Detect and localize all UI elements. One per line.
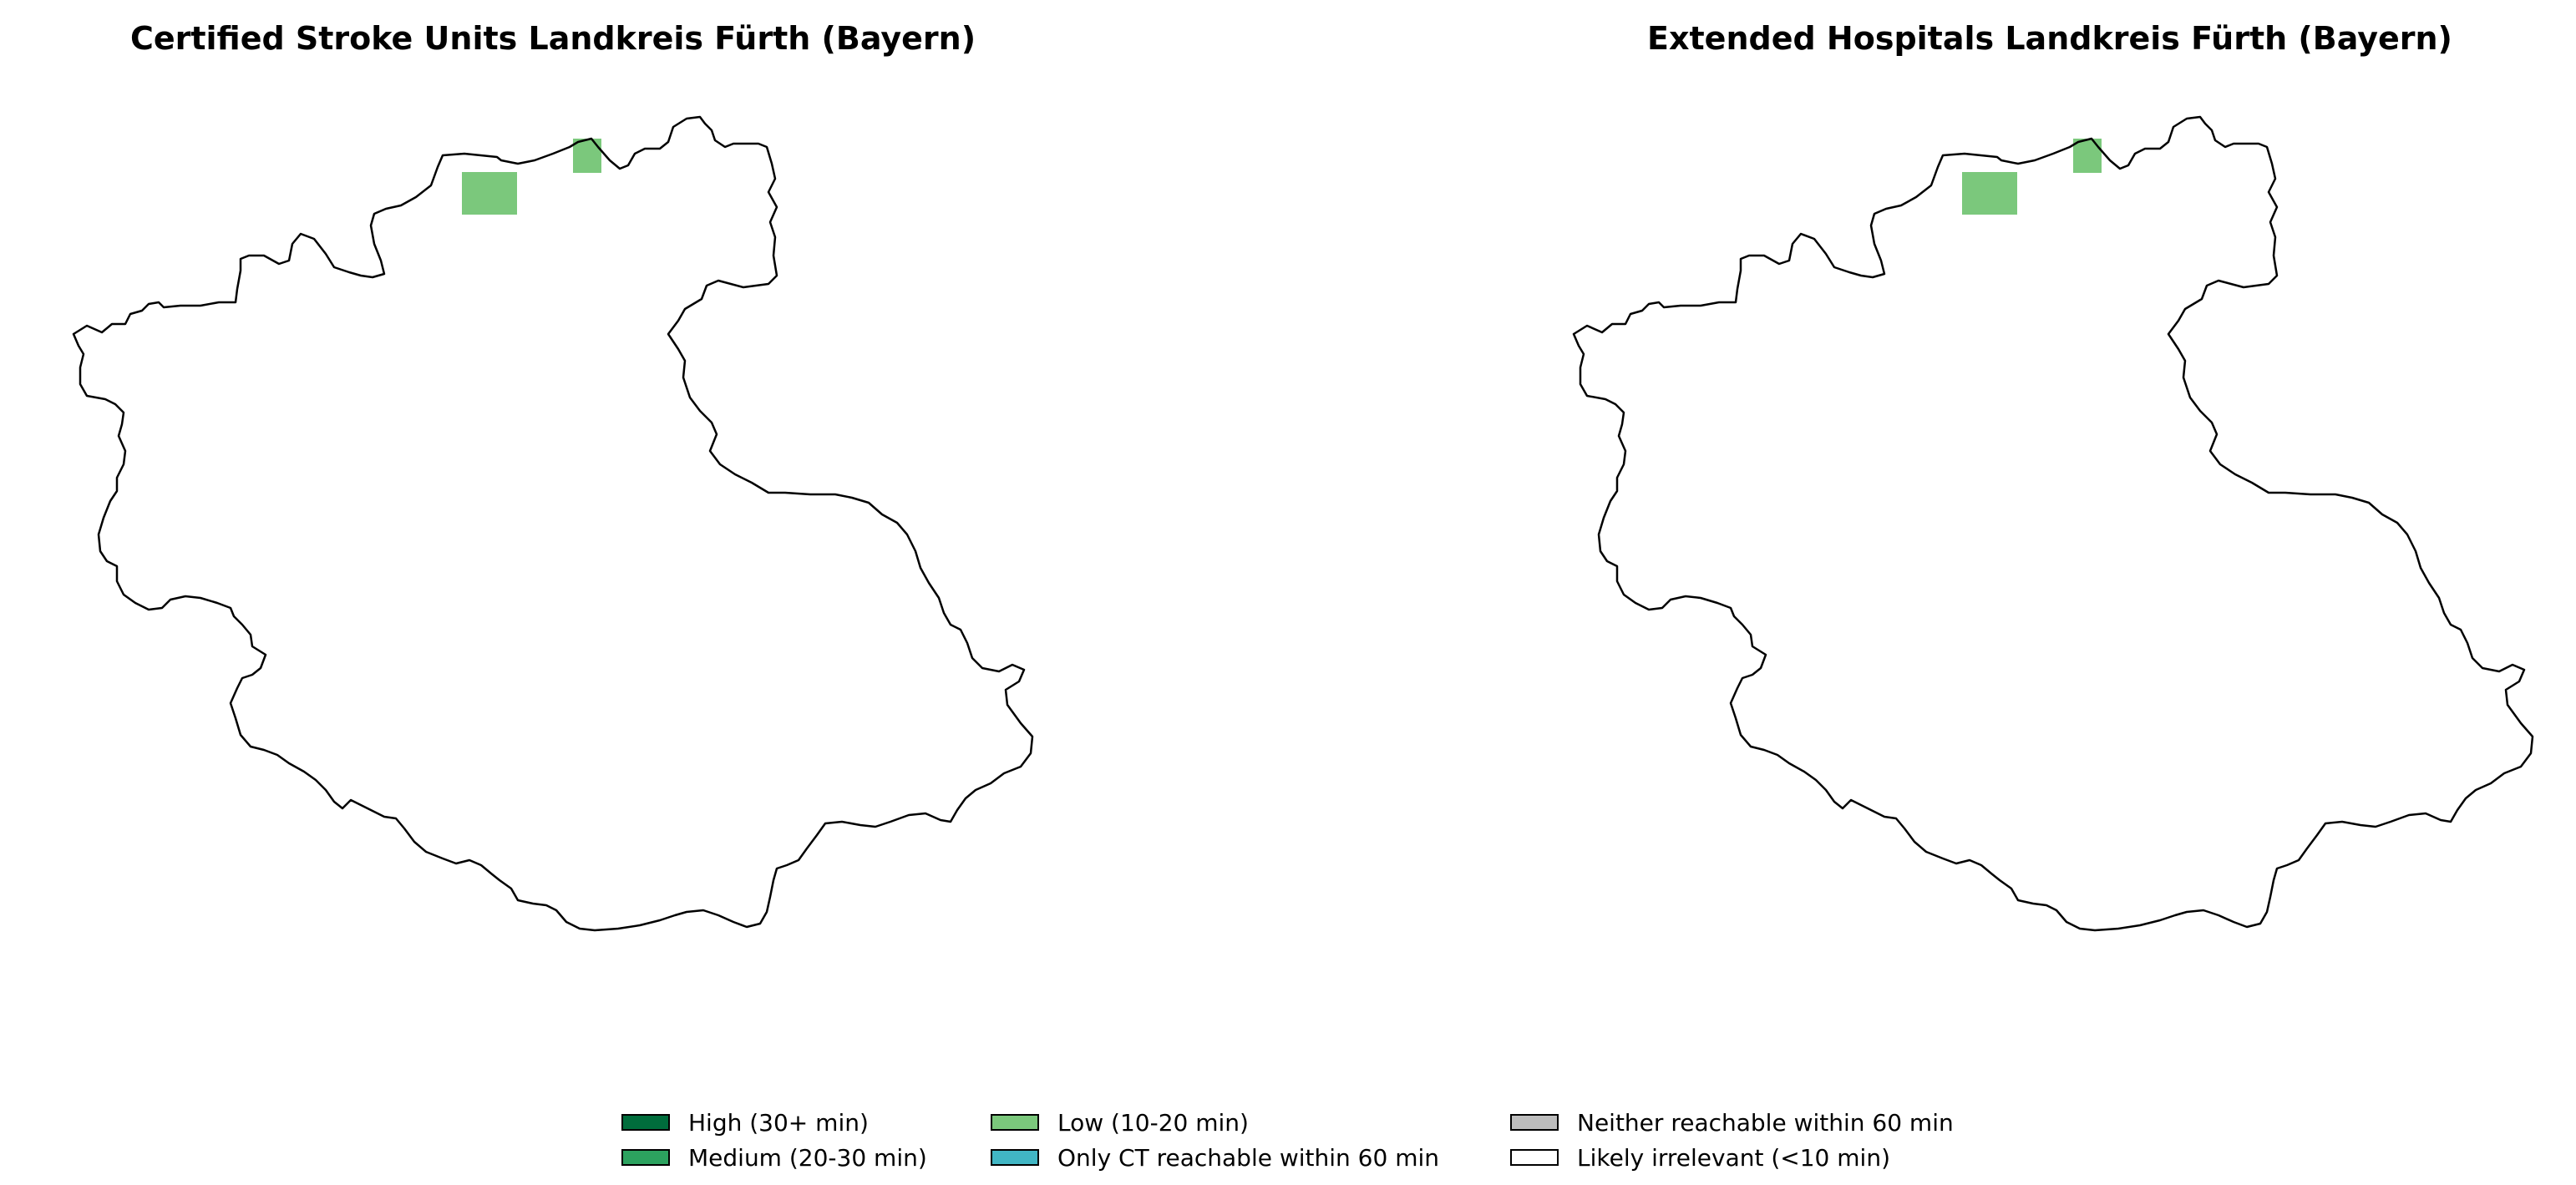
legend-item-neither: Neither reachable within 60 min (1510, 1104, 1954, 1141)
legend-item-high: High (30+ min) (621, 1104, 869, 1141)
legend-label-irrelevant: Likely irrelevant (<10 min) (1577, 1143, 1890, 1172)
right-map-area-low-1 (1962, 172, 2017, 215)
legend-item-medium: Medium (20-30 min) (621, 1139, 927, 1176)
legend-label-medium: Medium (20-30 min) (688, 1143, 927, 1172)
right-map-title: Extended Hospitals Landkreis Fürth (Baye… (1647, 20, 2452, 57)
left-map (72, 115, 1034, 932)
right-map-area-low-2 (2073, 139, 2102, 173)
legend-label-neither: Neither reachable within 60 min (1577, 1108, 1954, 1137)
left-map-area-low-2 (573, 139, 601, 173)
right-map (1572, 115, 2534, 932)
right-district-boundary (1572, 115, 2534, 932)
legend-swatch-irrelevant (1510, 1149, 1559, 1166)
left-map-title: Certified Stroke Units Landkreis Fürth (… (129, 20, 976, 57)
legend-swatch-only-ct (991, 1149, 1039, 1166)
legend-label-high: High (30+ min) (688, 1108, 869, 1137)
legend-swatch-neither (1510, 1114, 1559, 1131)
left-map-area-low-1 (462, 172, 517, 215)
legend-item-low: Low (10-20 min) (991, 1104, 1249, 1141)
legend-swatch-medium (621, 1149, 670, 1166)
legend-item-only-ct: Only CT reachable within 60 min (991, 1139, 1439, 1176)
legend: High (30+ min) Medium (20-30 min) Low (1… (621, 1104, 1983, 1179)
legend-item-irrelevant: Likely irrelevant (<10 min) (1510, 1139, 1890, 1176)
legend-label-only-ct: Only CT reachable within 60 min (1057, 1143, 1440, 1172)
left-district-boundary (72, 115, 1034, 932)
legend-swatch-low (991, 1114, 1039, 1131)
legend-label-low: Low (10-20 min) (1057, 1108, 1249, 1137)
legend-swatch-high (621, 1114, 670, 1131)
